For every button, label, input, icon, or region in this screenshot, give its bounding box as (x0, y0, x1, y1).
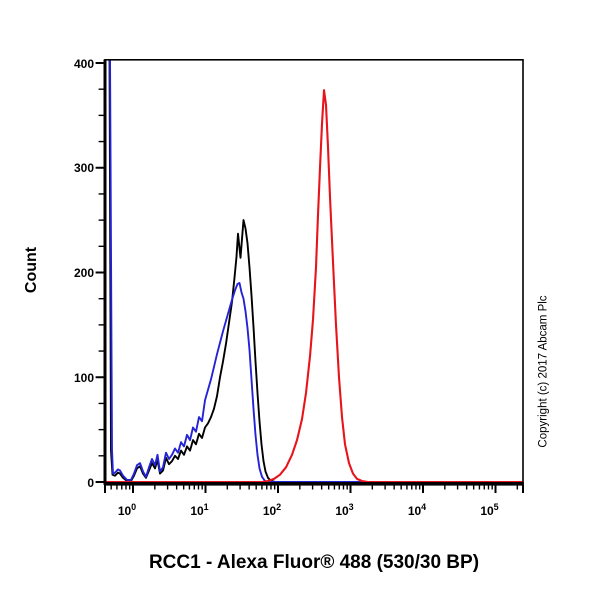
x-tick-label: 103 (335, 502, 354, 518)
axis-ticks (95, 62, 524, 493)
x-tick-label: 102 (262, 502, 282, 518)
copyright-text: Copyright (c) 2017 Abcam Plc (537, 295, 550, 448)
series-red-curve (106, 89, 523, 484)
series-black-curve (108, 60, 523, 483)
curves (106, 60, 523, 484)
series-blue-curve (109, 60, 523, 483)
x-tick-label: 105 (480, 502, 499, 518)
y-tick-label: 0 (87, 475, 94, 490)
x-axis-title: RCC1 - Alexa Fluor® 488 (530/30 BP) (148, 552, 480, 573)
x-tick-label: 101 (190, 502, 209, 518)
y-axis-title: Count (23, 246, 40, 294)
y-tick-label: 100 (73, 370, 94, 385)
x-tick-label: 100 (117, 502, 137, 518)
plot-frame (104, 58, 524, 486)
y-tick-label: 300 (73, 161, 94, 176)
plot-border (103, 58, 524, 486)
x-tick-label: 104 (407, 502, 427, 518)
y-tick-label: 400 (73, 56, 94, 71)
y-tick-label: 200 (73, 266, 94, 280)
